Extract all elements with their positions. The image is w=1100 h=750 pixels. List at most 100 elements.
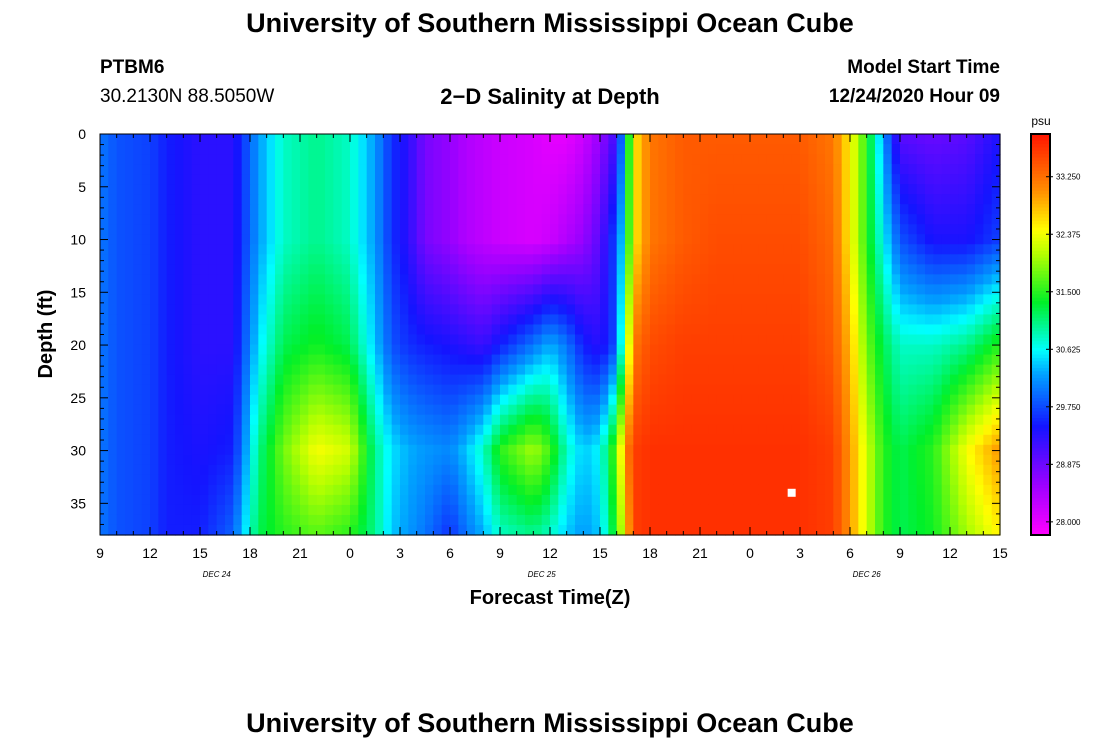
heatmap-cell xyxy=(241,404,251,416)
heatmap-cell xyxy=(633,224,643,235)
heatmap-cell xyxy=(916,314,926,326)
heatmap-cell xyxy=(991,164,1001,175)
colorbar-segment xyxy=(1031,424,1050,429)
heatmap-cell xyxy=(208,214,218,225)
heatmap-cell xyxy=(275,144,284,155)
heatmap-cell xyxy=(816,154,826,165)
heatmap-cell xyxy=(225,514,234,526)
heatmap-cell xyxy=(500,424,509,436)
heatmap-cell xyxy=(450,384,459,396)
x-tick-label: 0 xyxy=(746,545,754,561)
heatmap-cell xyxy=(258,294,268,306)
heatmap-cell xyxy=(658,194,668,205)
heatmap-cell xyxy=(558,514,568,526)
heatmap-cell xyxy=(141,374,151,386)
heatmap-cell xyxy=(833,414,843,426)
heatmap-cell xyxy=(225,454,234,466)
heatmap-cell xyxy=(583,294,593,306)
heatmap-cell xyxy=(341,354,351,366)
heatmap-cell xyxy=(566,344,576,356)
heatmap-cell xyxy=(150,454,159,466)
heatmap-cell xyxy=(783,524,793,536)
heatmap-cell xyxy=(833,384,843,396)
y-tick-label: 5 xyxy=(78,179,86,195)
heatmap-cell xyxy=(233,454,243,466)
heatmap-cell xyxy=(241,254,251,265)
heatmap-cell xyxy=(758,284,768,296)
heatmap-cell xyxy=(408,464,418,476)
heatmap-cell xyxy=(358,184,368,195)
heatmap-cell xyxy=(533,384,543,396)
colorbar-segment xyxy=(1031,434,1050,439)
heatmap-cell xyxy=(383,174,393,185)
heatmap-cell xyxy=(300,164,309,175)
heatmap-cell xyxy=(450,364,459,376)
heatmap-cell xyxy=(416,204,426,215)
heatmap-cell xyxy=(475,314,484,326)
heatmap-cell xyxy=(816,374,826,386)
x-tick-label: 18 xyxy=(642,545,658,561)
heatmap-cell xyxy=(575,254,584,265)
heatmap-cell xyxy=(783,174,793,185)
heatmap-cell xyxy=(533,394,543,406)
heatmap-cell xyxy=(850,514,859,526)
heatmap-cell xyxy=(333,264,343,275)
heatmap-cell xyxy=(541,204,551,215)
heatmap-cell xyxy=(800,174,809,185)
heatmap-cell xyxy=(300,244,309,255)
heatmap-cell xyxy=(541,144,551,155)
heatmap-cell xyxy=(933,134,943,145)
colorbar-segment xyxy=(1031,144,1050,148)
heatmap-cell xyxy=(441,414,451,426)
heatmap-cell xyxy=(933,364,943,376)
heatmap-cell xyxy=(716,304,726,316)
heatmap-cell xyxy=(966,174,976,185)
heatmap-cell xyxy=(775,354,784,366)
heatmap-cell xyxy=(600,404,609,416)
heatmap-cell xyxy=(758,324,768,336)
heatmap-cell xyxy=(275,314,284,326)
heatmap-cell xyxy=(850,384,859,396)
heatmap-cell xyxy=(500,444,509,456)
heatmap-cell xyxy=(516,274,526,285)
heatmap-cell xyxy=(233,374,243,386)
heatmap-cell xyxy=(525,374,534,386)
heatmap-cell xyxy=(750,414,759,426)
heatmap-cell xyxy=(933,414,943,426)
heatmap-cell xyxy=(541,234,551,245)
heatmap-cell xyxy=(725,284,734,296)
heatmap-cell xyxy=(266,294,276,306)
heatmap-cell xyxy=(783,414,793,426)
heatmap-cell xyxy=(450,434,459,446)
colorbar-tick-label: 32.375 xyxy=(1056,230,1081,239)
x-tick-label: 9 xyxy=(96,545,104,561)
heatmap-cell xyxy=(600,334,609,346)
heatmap-cell xyxy=(841,224,851,235)
heatmap-cell xyxy=(375,514,384,526)
heatmap-cell xyxy=(608,294,618,306)
heatmap-cell xyxy=(725,194,734,205)
heatmap-cell xyxy=(741,164,751,175)
heatmap-cell xyxy=(625,404,634,416)
colorbar-tick-label: 29.750 xyxy=(1056,403,1081,412)
heatmap-cell xyxy=(725,234,734,245)
heatmap-cell xyxy=(275,454,284,466)
heatmap-cell xyxy=(766,394,776,406)
heatmap-cell xyxy=(633,394,643,406)
heatmap-cell xyxy=(316,184,326,195)
heatmap-cell xyxy=(541,384,551,396)
heatmap-cell xyxy=(283,244,293,255)
heatmap-cell xyxy=(366,144,376,155)
heatmap-cell xyxy=(558,184,568,195)
heatmap-cell xyxy=(325,504,334,516)
heatmap-cell xyxy=(308,274,318,285)
plot-title: 2−D Salinity at Depth xyxy=(440,84,660,109)
heatmap-cell xyxy=(608,484,618,496)
heatmap-cell xyxy=(416,184,426,195)
heatmap-cell xyxy=(100,224,109,235)
heatmap-cell xyxy=(258,264,268,275)
heatmap-cell xyxy=(591,434,601,446)
heatmap-cell xyxy=(991,384,1001,396)
heatmap-cell xyxy=(683,254,693,265)
heatmap-cell xyxy=(683,264,693,275)
